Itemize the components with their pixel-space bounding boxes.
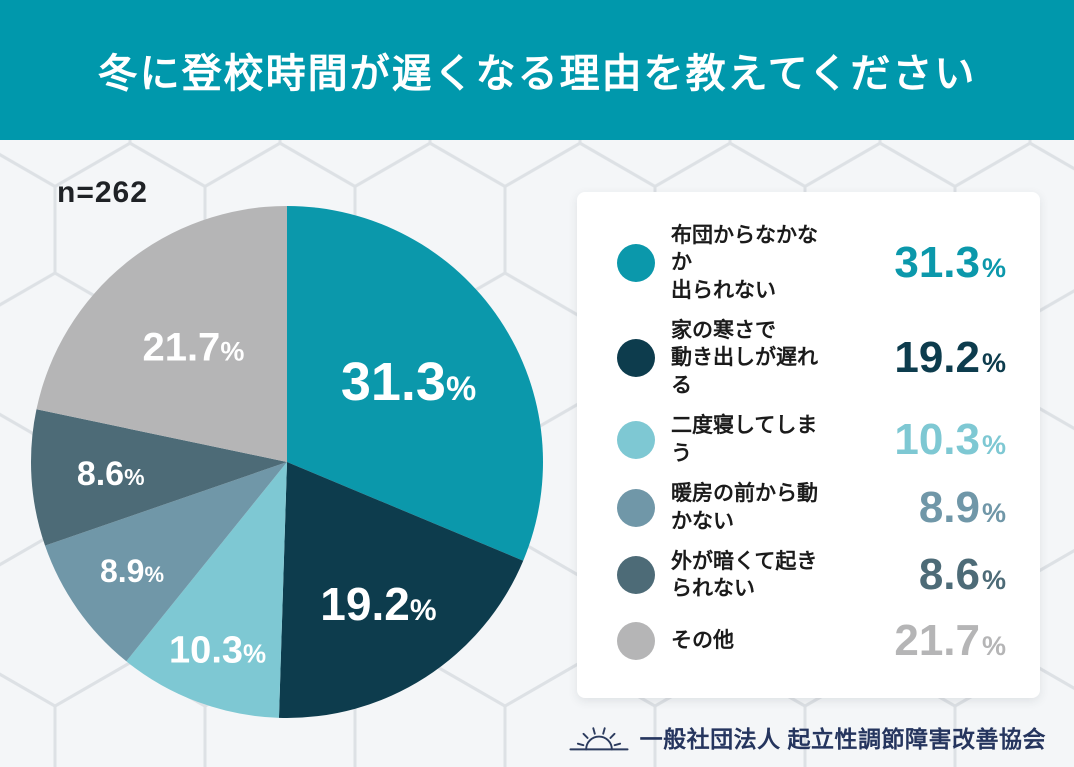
- sample-size-label: n=262: [57, 176, 148, 209]
- pie-chart: 31.3% 19.2% 10.3% 8.9% 8.6% 21.7%: [27, 202, 547, 727]
- pie-slice: [278, 462, 524, 718]
- legend-label: 家の寒さで 動き出しが遅れる: [671, 319, 818, 397]
- legend-item: 家の寒さで 動き出しが遅れる 19.2 %: [617, 317, 1006, 399]
- legend-color-dot: [617, 420, 655, 459]
- legend-label: 暖房の前から動かない: [671, 482, 818, 533]
- legend-item: 暖房の前から動かない 8.9 %: [617, 480, 1006, 535]
- pie-slice: [126, 462, 287, 718]
- legend-color-dot: [617, 243, 655, 282]
- pie-slice-label: 31.3%: [341, 352, 476, 412]
- title-banner: 冬に登校時間が遅くなる理由を教えてください: [0, 0, 1074, 140]
- pie-slice-label: 8.6%: [77, 455, 145, 493]
- legend-label: 布団からなかなか 出られない: [671, 224, 818, 302]
- legend-color-dot: [617, 621, 655, 660]
- legend-label: 二度寝してしまう: [671, 414, 818, 465]
- footer-org-name: 一般社団法人 起立性調節障害改善協会: [639, 726, 1046, 752]
- legend-value: 10.3 %: [894, 414, 1006, 464]
- legend-color-dot: [617, 556, 655, 595]
- legend-color-dot: [617, 339, 655, 378]
- pie-slice: [36, 206, 288, 462]
- pie-slice-label: 8.9%: [100, 553, 164, 589]
- legend-value: 21.7 %: [894, 615, 1006, 665]
- pie-slice-label: 19.2%: [320, 578, 436, 630]
- legend-value: 8.6 %: [918, 550, 1006, 600]
- pie-slice: [45, 462, 287, 662]
- legend-item: 二度寝してしまう 10.3 %: [617, 412, 1006, 467]
- footer: 一般社団法人 起立性調節障害改善協会: [568, 717, 1046, 757]
- legend-value: 31.3 %: [894, 237, 1006, 287]
- rising-sun-icon: [569, 727, 629, 751]
- page-title: 冬に登校時間が遅くなる理由を教えてください: [97, 52, 977, 96]
- pie-slice: [30, 409, 287, 546]
- legend-value: 8.9 %: [918, 482, 1006, 532]
- legend-label: その他: [671, 629, 734, 653]
- legend-item: その他 21.7 %: [617, 616, 1006, 666]
- legend-item: 布団からなかなか 出られない 31.3 %: [617, 222, 1006, 304]
- pie-slice-label: 10.3%: [169, 630, 266, 672]
- pie-slice: [287, 206, 543, 561]
- legend-card: 布団からなかなか 出られない 31.3 % 家の寒さで 動き出しが遅れる 19.…: [577, 192, 1040, 698]
- legend-label: 外が暗くて起きられない: [671, 550, 818, 601]
- legend-item: 外が暗くて起きられない 8.6 %: [617, 548, 1006, 603]
- pie-slice-label: 21.7%: [142, 326, 244, 370]
- legend-color-dot: [617, 488, 655, 527]
- legend-value: 19.2 %: [894, 333, 1006, 383]
